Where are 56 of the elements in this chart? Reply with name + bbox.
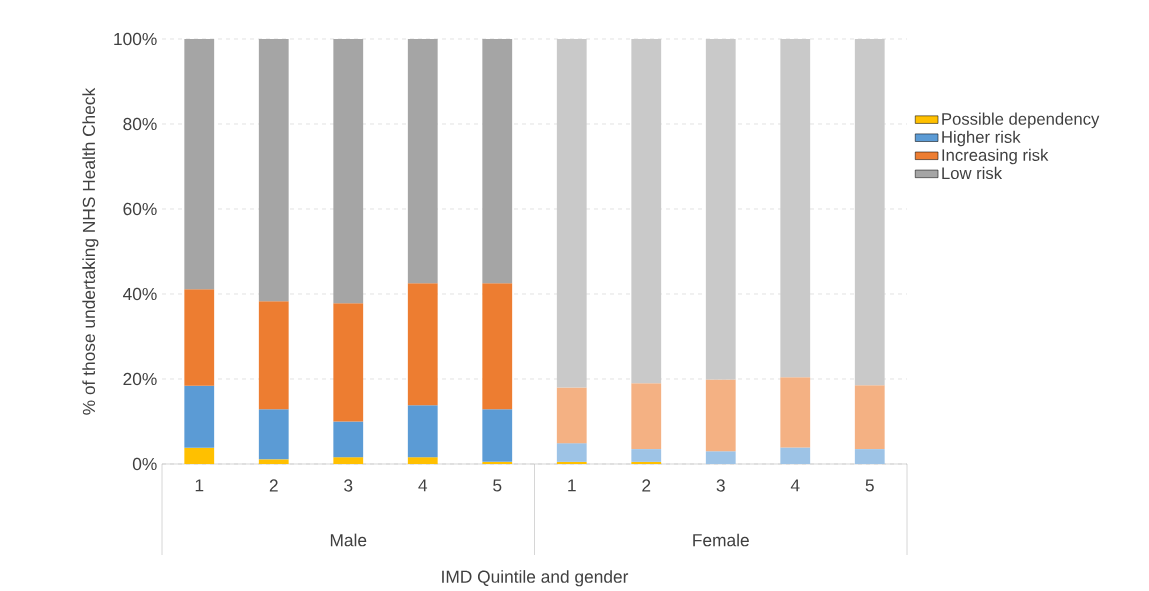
x-tick-label: 5 [865,479,874,492]
x-tick-label: 4 [790,479,800,492]
bar [333,457,364,465]
bar [556,387,587,444]
legend-label: Possible dependency [942,112,1100,129]
bar [184,39,215,290]
bar [556,462,587,465]
bar [556,443,587,462]
x-tick-label: 5 [493,479,502,492]
bar [631,383,662,450]
bar [407,283,438,406]
y-tick-label: 80% [123,117,157,131]
x-tick-label: 1 [568,479,576,492]
text: Male [330,533,367,547]
bar [482,462,513,465]
bar [780,447,811,465]
bar [333,421,364,458]
bar [333,303,364,422]
bar [258,409,289,460]
x-tick-label: 1 [195,479,204,492]
x-tick-label: 4 [418,479,428,492]
bar [482,283,513,410]
bar [854,385,885,450]
bar [258,301,289,410]
x-tick-label: 2 [269,479,278,492]
bar [258,459,289,465]
bar [631,449,662,462]
bar [631,462,662,465]
bar [184,447,215,465]
legend-label: Increasing risk [942,148,1049,165]
x-tick-label: 3 [716,479,725,492]
x-tick-label: 3 [344,479,353,492]
bar [333,39,364,304]
bar [705,379,736,452]
legend-label: Higher risk [942,130,1021,147]
bar [780,377,811,448]
bar [407,405,438,458]
bar [184,385,215,448]
bar [258,39,289,302]
y-tick-label: 60% [123,202,157,216]
bar [482,39,513,284]
bar [407,39,438,284]
legend-label: Low risk [942,166,1003,180]
bar [407,457,438,465]
bar [184,289,215,386]
bar [854,449,885,465]
y-axis-title: % of those undertaking NHS Health Check [82,87,99,415]
y-tick-label: 40% [123,287,157,301]
y-tick-label: 20% [123,372,157,386]
text: Female [693,533,749,547]
bar [482,409,513,462]
bar [705,451,736,465]
x-axis-title: IMD Quintile and gender [442,570,629,587]
y-tick-label: 0% [132,457,157,471]
x-tick-label: 2 [642,479,651,492]
y-tick-label: 100% [114,32,157,46]
